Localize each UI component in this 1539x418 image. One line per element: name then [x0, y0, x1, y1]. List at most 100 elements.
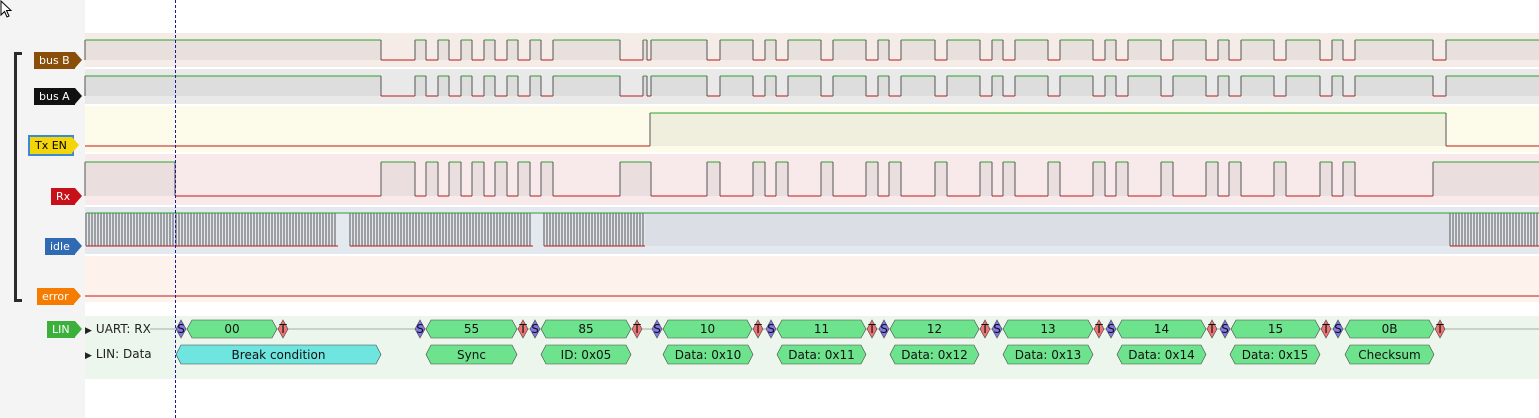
uart-start-bit	[1105, 319, 1117, 339]
bus-b-trace-pulse	[947, 40, 980, 60]
lin-field-label: Data: 0x15	[1242, 348, 1309, 362]
lin-field-label: Data: 0x10	[675, 348, 742, 362]
decoder-label-lin[interactable]: LIN	[47, 321, 82, 338]
bus-a-trace-pulse	[901, 76, 935, 96]
decoder-row-uart-rx-label: UART: RX	[95, 322, 151, 336]
uart-stop-bit-label: T	[1207, 322, 1216, 336]
uart-stop-bit-label: T	[1321, 322, 1330, 336]
bus-a-trace-pulse	[765, 76, 776, 96]
uart-start-bit-label: S	[1107, 322, 1115, 336]
lin-field-label: Sync	[457, 348, 486, 362]
rx-trace-pulse	[753, 162, 765, 196]
bus-b-trace-pulse	[1332, 40, 1343, 60]
rx-trace-pulse	[1343, 162, 1355, 196]
cursor-marker[interactable]	[175, 0, 176, 418]
expand-triangle-icon: ▶	[85, 351, 92, 361]
channel-label-tx-en[interactable]: Tx EN	[28, 135, 79, 156]
lane-bus-b	[85, 33, 1539, 67]
uart-stop-bit	[1206, 319, 1218, 339]
uart-byte-label: 14	[1154, 322, 1169, 336]
bus-b-trace-pulse	[720, 40, 753, 60]
rx-trace-pulse	[1003, 162, 1015, 196]
channel-label-idle[interactable]: idle	[45, 238, 82, 255]
bus-a-trace-pulse	[438, 76, 449, 96]
bus-a-trace-pulse	[1332, 76, 1343, 96]
lane-bus-a	[85, 69, 1539, 104]
bus-a-trace-pulse	[878, 76, 889, 96]
uart-start-bit	[651, 319, 663, 339]
bus-b-trace-pulse	[878, 40, 889, 60]
rx-trace-pulse	[776, 162, 788, 196]
uart-byte-label: 0B	[1382, 322, 1398, 336]
lin-field	[175, 344, 382, 365]
uart-start-bit	[1219, 319, 1231, 339]
bus-a-trace-pulse	[651, 76, 707, 96]
bus-b-trace-pulse	[507, 40, 518, 60]
uart-start-bit	[529, 319, 541, 339]
bus-b-trace-pulse	[1218, 40, 1229, 60]
bus-a-trace-pulse	[1060, 76, 1093, 96]
bus-a-trace-pulse	[788, 76, 821, 96]
rx-trace-pulse	[1433, 162, 1539, 196]
channel-label-bus-a[interactable]: bus A	[34, 88, 82, 105]
uart-byte-label: 85	[578, 322, 593, 336]
rx-trace-pulse	[935, 162, 947, 196]
mouse-pointer-icon	[0, 0, 13, 18]
bus-a-trace-pulse	[415, 76, 426, 96]
bus-a-trace-pulse	[1128, 76, 1161, 96]
bus-b-trace-pulse	[1015, 40, 1048, 60]
uart-byte-label: 00	[224, 322, 239, 336]
bus-a-trace-pulse	[85, 76, 381, 96]
rx-trace-pulse	[620, 162, 651, 196]
lin-field	[425, 344, 518, 365]
expand-triangle-icon: ▶	[85, 326, 92, 336]
lin-field-label: Checksum	[1358, 348, 1420, 362]
uart-start-bit	[175, 319, 187, 339]
uart-start-bit	[1332, 319, 1344, 339]
uart-byte	[1002, 319, 1094, 339]
uart-start-bit-label: S	[1221, 322, 1229, 336]
uart-byte-label: 12	[927, 322, 942, 336]
lin-field	[662, 344, 754, 365]
bus-b-trace-pulse	[415, 40, 426, 60]
bus-b-trace-pulse	[85, 40, 381, 60]
bus-b-trace-pulse	[1355, 40, 1433, 60]
decoder-row-lin-data[interactable]: ▶ LIN: Data	[85, 347, 152, 363]
uart-byte-label: 15	[1268, 322, 1283, 336]
uart-stop-bit	[979, 319, 991, 339]
bus-b-trace-pulse	[438, 40, 449, 60]
uart-start-bit-label: S	[531, 322, 539, 336]
channel-label-bus-b[interactable]: bus B	[34, 52, 82, 69]
uart-start-bit	[765, 319, 777, 339]
bus-b-trace-pulse	[1128, 40, 1161, 60]
rx-trace-pulse	[541, 162, 553, 196]
uart-byte-label: 55	[464, 322, 479, 336]
uart-start-bit-label: S	[653, 322, 661, 336]
rx-trace-pulse	[85, 162, 175, 196]
channel-label-error[interactable]: error	[37, 288, 81, 305]
bus-a-trace-pulse	[1355, 76, 1433, 96]
bus-b-trace-pulse	[1173, 40, 1206, 60]
bus-b-trace-pulse	[484, 40, 495, 60]
bus-a-trace-pulse	[992, 76, 1003, 96]
rx-trace-pulse	[980, 162, 992, 196]
uart-stop-bit	[1320, 319, 1332, 339]
bus-a-trace-pulse	[553, 76, 620, 96]
decoder-row-uart-rx[interactable]: ▶ UART: RX	[85, 322, 151, 338]
channel-label-rx[interactable]: Rx	[51, 188, 83, 205]
uart-byte-label: 13	[1040, 322, 1055, 336]
lin-field-label: ID: 0x05	[561, 348, 612, 362]
uart-stop-bit	[631, 319, 643, 339]
idle-pulse	[645, 213, 1450, 246]
bus-b-trace-pulse	[530, 40, 541, 60]
bus-b-trace-pulse	[461, 40, 472, 60]
bus-a-trace-pulse	[1218, 76, 1229, 96]
uart-start-bit	[878, 319, 890, 339]
uart-stop-bit-label: T	[980, 322, 989, 336]
bus-a-trace-pulse	[643, 76, 647, 96]
lin-field	[1344, 344, 1435, 365]
uart-stop-bit	[866, 319, 878, 339]
lin-field	[1002, 344, 1094, 365]
decoder-row-lin-data-label: LIN: Data	[95, 347, 152, 361]
